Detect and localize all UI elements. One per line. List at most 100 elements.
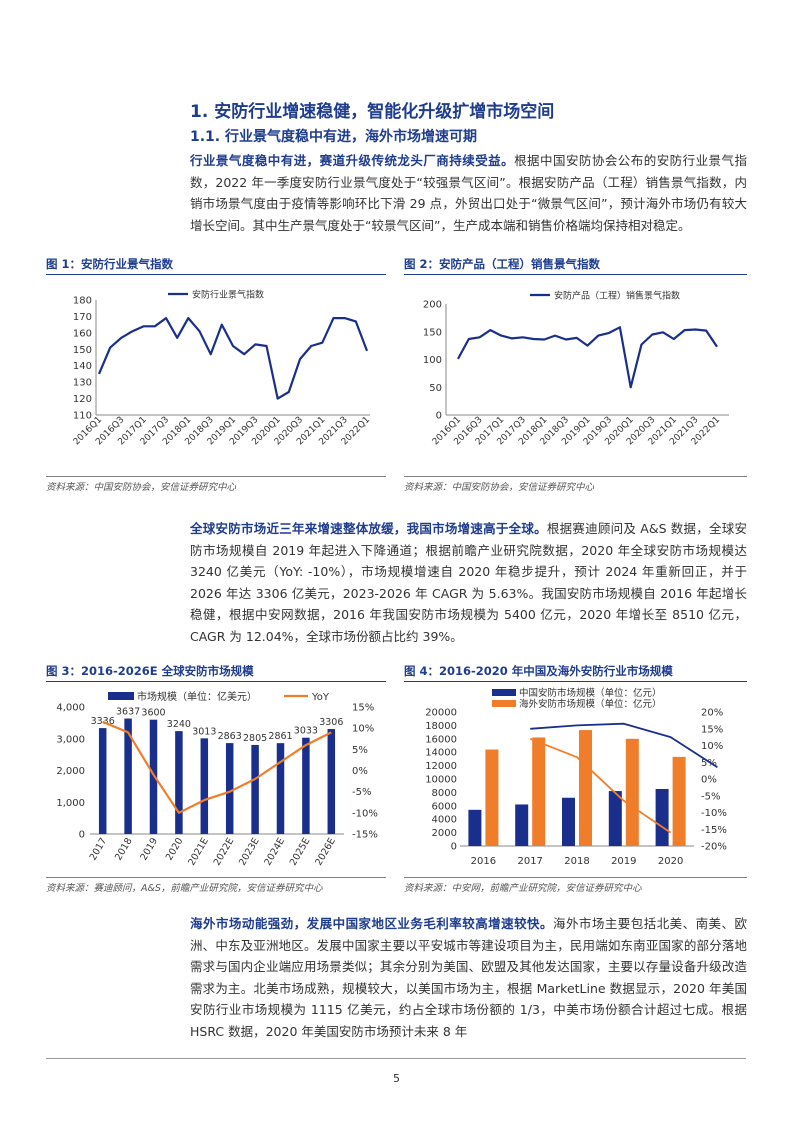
y-tick-label: 0: [436, 411, 442, 422]
y-left-tick-label: 14000: [425, 748, 457, 759]
x-tick-label: 2019: [138, 836, 160, 862]
y-right-tick-label: 20%: [701, 708, 723, 719]
bar-china: [562, 797, 575, 846]
x-tick-label: 2026E: [313, 836, 338, 868]
paragraph-1: 行业景气度稳中有进，赛道升级传统龙头厂商持续受益。根据中国安防协会公布的安防行业…: [190, 150, 747, 236]
y-tick-label: 120: [73, 394, 92, 405]
y-right-tick-label: -5%: [352, 787, 371, 798]
x-tick-label: 2023E: [237, 836, 262, 868]
y-tick-label: 50: [429, 383, 442, 394]
paragraph-1-body: 根据中国安防协会公布的安防行业景气指数，2022 年一季度安防行业景气度处于“较…: [190, 153, 747, 233]
paragraph-1-lead: 行业景气度稳中有进，赛道升级传统龙头厂商持续受益。: [190, 153, 515, 168]
y-right-tick-label: 15%: [352, 703, 374, 714]
figure-3-bottom-rule: [46, 877, 386, 878]
x-tick-label: 2020: [164, 836, 186, 862]
y-right-tick-label: 0%: [352, 766, 368, 777]
bar-china: [655, 788, 669, 846]
bar: [200, 738, 209, 834]
bar: [251, 744, 259, 834]
bar-china: [515, 804, 529, 846]
y-right-tick-label: 10%: [352, 724, 374, 735]
paragraph-2: 全球安防市场近三年来增速整体放缓，我国市场增速高于全球。根据赛迪顾问及 A&S …: [190, 518, 747, 647]
y-tick-label: 160: [73, 328, 92, 339]
y-tick-label: 100: [423, 355, 442, 366]
y-right-tick-label: 0%: [701, 775, 717, 786]
y-right-tick-label: 5%: [701, 758, 717, 769]
figure-4-chart: 0 2000 4000 6000 8000 10000 12000 14000 16000 180…: [425, 687, 727, 867]
figure-1-top-rule: [46, 274, 386, 275]
x-tick-label: 2025E: [288, 836, 313, 868]
bar: [327, 729, 336, 834]
legend-swatch-bars: [108, 692, 134, 700]
figure-3-chart: 0 1,000 2,000 3,000 4,000 -15% -10% -5% 0% 5% 10% 1…: [56, 690, 378, 868]
y-left-tick-label: 0: [79, 830, 85, 841]
legend-label: 安防产品（工程）销售景气指数: [554, 290, 680, 302]
figure-2-source: 资料来源：中国安防协会，安信证券研究中心: [404, 482, 595, 493]
bar-value-label: 3033: [294, 726, 318, 737]
bar-overseas: [672, 756, 686, 846]
y-left-tick-label: 10000: [425, 775, 457, 786]
bar: [175, 731, 183, 834]
y-right-tick-label: -5%: [701, 791, 720, 802]
paragraph-2-lead: 全球安防市场近三年来增速整体放缓，我国市场增速高于全球。: [190, 521, 547, 536]
legend-label-bars: 市场规模（单位：亿美元）: [137, 690, 257, 703]
figure-1-title: 图 1：安防行业景气指数: [46, 257, 174, 271]
y-tick-label: 150: [73, 345, 92, 356]
bar: [124, 718, 132, 834]
series-line: [97, 316, 369, 400]
bar-overseas: [532, 737, 546, 846]
legend-swatch-china: [492, 689, 516, 696]
y-left-tick-label: 3,000: [56, 734, 85, 745]
figure-3-source: 资料来源：赛迪顾问，A&S，前瞻产业研究院，安信证券研究中心: [46, 883, 323, 894]
figure-1-bottom-rule: [46, 476, 386, 477]
x-tick-label: 2019: [611, 856, 636, 867]
x-tick-label: 2018: [564, 856, 589, 867]
bar-china: [608, 791, 622, 846]
y-right-tick-label: -10%: [701, 808, 727, 819]
bar-value-label: 2863: [218, 731, 242, 742]
y-right-tick-label: -15%: [352, 830, 378, 841]
y-right-tick-label: 10%: [701, 741, 723, 752]
paragraph-2-body: 根据赛迪顾问及 A&S 数据，全球安防市场规模自 2019 年起进入下降通道；根…: [190, 521, 747, 644]
growth-line-china: [530, 722, 718, 769]
figure-2-title: 图 2：安防产品（工程）销售景气指数: [404, 257, 601, 271]
growth-line-overseas: [529, 737, 672, 834]
figure-4-source: 资料来源：中安网，前瞻产业研究院，安信证券研究中心: [404, 883, 642, 894]
bar: [149, 719, 158, 834]
paragraph-3-body: 海外市场主要包括北美、南美、欧洲、中东及亚洲地区。发展中国家主要以平安城市等建设…: [190, 916, 747, 1039]
y-left-tick-label: 4,000: [56, 703, 85, 714]
legend-swatch-overseas: [492, 700, 516, 707]
bar: [302, 737, 310, 834]
y-left-tick-label: 6000: [432, 801, 457, 812]
bar: [276, 743, 285, 834]
y-right-tick-label: -15%: [701, 825, 727, 836]
x-tick-label: 2021E: [186, 836, 211, 868]
series-line: [457, 326, 718, 389]
y-tick-label: 180: [73, 296, 92, 307]
figure-2-bottom-rule: [404, 476, 747, 477]
bar-value-label: 2861: [268, 731, 292, 742]
y-right-tick-label: -10%: [352, 808, 378, 819]
section-heading-1: 1. 安防行业增速稳健，智能化升级扩增市场空间: [190, 102, 555, 122]
legend-label-overseas: 海外安防市场规模（单位：亿元）: [519, 698, 662, 710]
legend-label-china: 中国安防市场规模（单位：亿元）: [519, 687, 662, 699]
y-right-tick-label: -20%: [701, 842, 727, 853]
y-right-tick-label: 15%: [701, 724, 723, 735]
y-tick-label: 150: [423, 327, 442, 338]
figure-4-top-rule: [404, 681, 747, 682]
y-left-tick-label: 1,000: [56, 798, 85, 809]
legend-label: 安防行业景气指数: [192, 289, 264, 301]
bar-value-label: 3013: [192, 726, 216, 737]
bar-overseas: [579, 730, 592, 846]
x-tick-label: 2018: [113, 836, 135, 862]
page-number: 5: [393, 1072, 400, 1085]
figure-2-chart: 0501001502002016Q12016Q32017Q12017Q32018…: [423, 290, 729, 447]
bar-value-label: 3637: [116, 707, 140, 718]
y-tick-label: 140: [73, 361, 92, 372]
y-left-tick-label: 20000: [425, 708, 457, 719]
bar: [225, 743, 234, 834]
x-tick-label: 2017: [88, 836, 110, 862]
y-left-tick-label: 2000: [432, 828, 457, 839]
yoy-line: [102, 720, 332, 814]
y-tick-label: 170: [73, 312, 92, 323]
